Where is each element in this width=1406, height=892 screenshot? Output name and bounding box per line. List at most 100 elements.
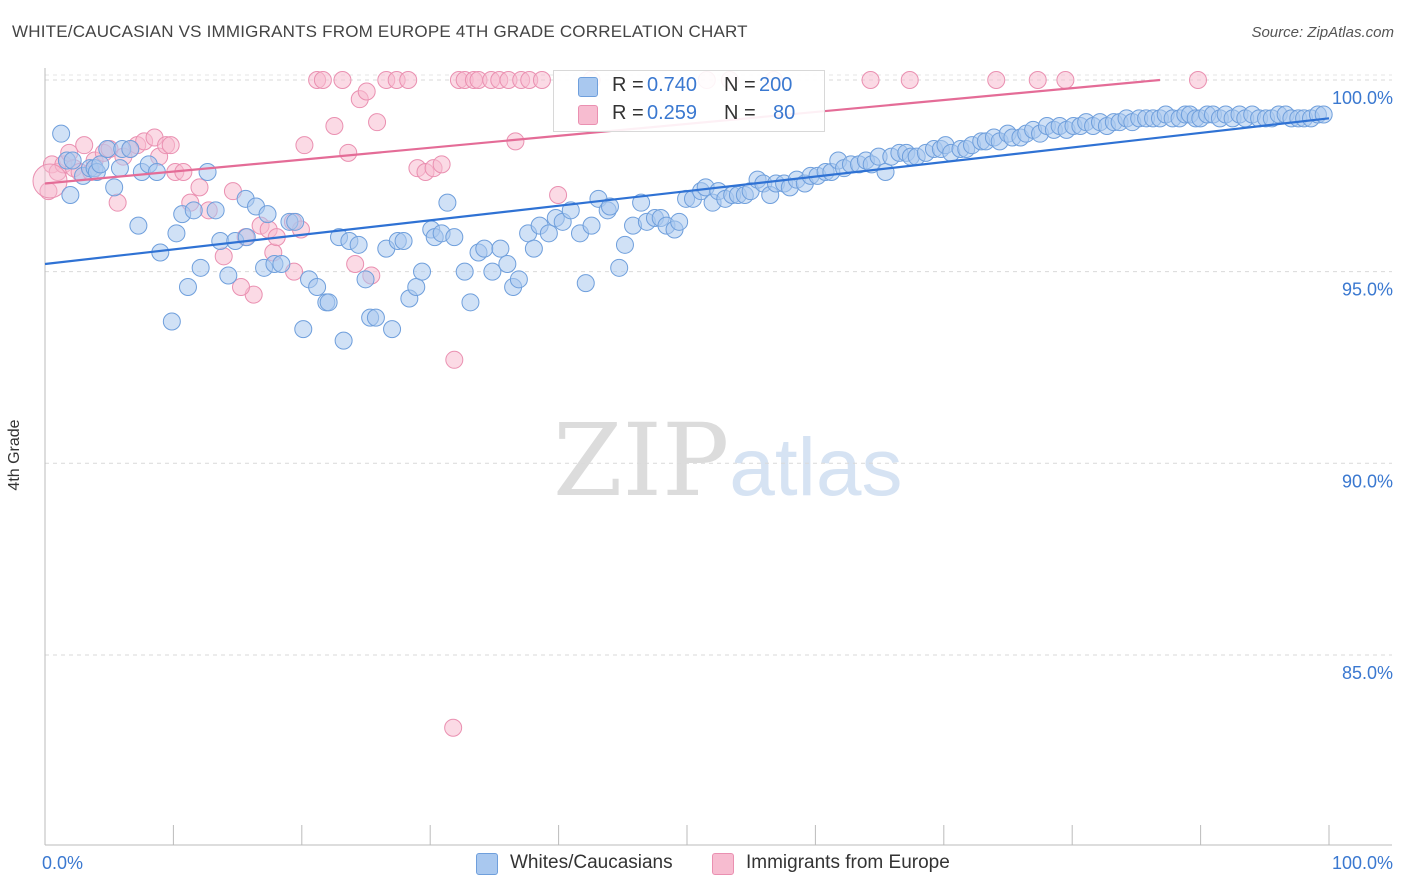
point-whites	[461, 293, 480, 312]
chart-source: Source: ZipAtlas.com	[1251, 24, 1394, 41]
point-whites	[129, 216, 148, 235]
point-whites	[632, 193, 651, 212]
point-whites	[475, 239, 494, 258]
point-whites	[366, 308, 385, 327]
r-value: 0.740	[647, 74, 698, 96]
y-tick-label: 90.0%	[1342, 471, 1393, 491]
stats-row-immigrants: R = 0.259 N = 80	[554, 101, 824, 129]
point-immigrants	[399, 71, 418, 89]
point-whites	[498, 254, 517, 273]
point-whites	[110, 159, 129, 178]
point-whites	[98, 139, 117, 158]
legend-label: Immigrants from Europe	[746, 852, 950, 873]
x-tick-label: 100.0%	[1332, 853, 1393, 873]
point-whites	[105, 178, 124, 197]
point-whites	[455, 262, 474, 281]
point-immigrants	[1056, 71, 1075, 89]
y-tick-label: 100.0%	[1332, 88, 1393, 108]
point-immigrants	[214, 247, 233, 266]
point-whites	[334, 331, 353, 350]
point-whites	[539, 224, 558, 243]
point-whites	[407, 277, 426, 296]
point-whites	[319, 293, 338, 312]
point-immigrants	[987, 71, 1006, 89]
point-immigrants	[346, 254, 365, 273]
chart-title: WHITE/CAUCASIAN VS IMMIGRANTS FROM EUROP…	[12, 22, 748, 41]
point-whites	[509, 270, 528, 289]
point-whites	[184, 201, 203, 220]
point-whites	[52, 124, 71, 143]
point-whites	[308, 277, 327, 296]
point-whites	[237, 228, 256, 247]
point-whites	[670, 212, 689, 231]
point-whites	[483, 262, 502, 281]
point-whites	[600, 197, 619, 216]
point-whites	[524, 239, 543, 258]
point-immigrants	[357, 82, 376, 101]
tick-labels: 100.0% 95.0% 90.0% 85.0% 0.0% 100.0%	[42, 88, 1393, 873]
point-whites	[349, 235, 368, 254]
point-whites	[491, 239, 510, 258]
point-whites	[206, 201, 225, 220]
point-whites	[272, 254, 291, 273]
grid-lines	[45, 74, 1392, 656]
point-immigrants	[1189, 71, 1207, 89]
point-whites	[286, 212, 305, 231]
n-label: N =	[724, 74, 756, 96]
point-whites	[178, 277, 197, 296]
n-label: N =	[724, 102, 756, 124]
point-whites	[445, 228, 464, 247]
series-whites-points	[52, 105, 1333, 350]
trend-line-whites	[44, 117, 1330, 266]
r-label: R =	[612, 102, 644, 124]
point-immigrants	[161, 136, 180, 155]
point-immigrants	[333, 71, 352, 89]
point-whites	[294, 320, 313, 339]
point-immigrants	[368, 113, 387, 132]
legend-swatch-pink	[712, 853, 734, 875]
point-whites	[561, 201, 580, 220]
point-whites	[610, 258, 629, 277]
point-immigrants	[532, 71, 551, 89]
n-value: 200	[759, 74, 793, 96]
point-immigrants	[313, 71, 332, 89]
point-whites	[191, 258, 210, 277]
point-immigrants	[549, 185, 568, 204]
n-value: 80	[773, 102, 796, 124]
point-whites	[576, 274, 595, 293]
point-whites	[413, 262, 432, 281]
point-immigrants	[432, 155, 451, 174]
point-whites	[394, 231, 413, 250]
point-whites	[876, 162, 895, 181]
point-whites	[91, 155, 110, 174]
point-immigrants	[325, 116, 344, 135]
x-tick-label: 0.0%	[42, 853, 83, 873]
point-whites	[61, 185, 80, 204]
point-whites	[219, 266, 238, 285]
point-whites	[383, 320, 402, 339]
r-value: 0.259	[647, 102, 698, 124]
point-immigrants	[295, 136, 314, 155]
y-tick-label: 95.0%	[1342, 280, 1393, 300]
point-whites	[162, 312, 181, 331]
point-whites	[258, 205, 277, 224]
stats-legend: R = 0.740 N = 200 R = 0.259 N = 80	[553, 70, 825, 132]
bottom-legend: Whites/Caucasians Immigrants from Europe	[0, 850, 1406, 880]
legend-label: Whites/Caucasians	[510, 852, 673, 873]
point-immigrants	[445, 350, 464, 369]
point-whites	[167, 224, 186, 243]
point-whites	[615, 235, 634, 254]
point-immigrants	[75, 136, 94, 155]
point-immigrants	[339, 143, 358, 162]
y-tick-label: 85.0%	[1342, 663, 1393, 683]
legend-swatch-blue	[578, 77, 598, 97]
point-whites	[198, 162, 217, 181]
point-immigrants	[108, 193, 127, 212]
point-immigrants	[232, 277, 251, 296]
point-immigrants	[1028, 71, 1047, 89]
point-whites	[582, 216, 601, 235]
legend-swatch-blue	[476, 853, 498, 875]
legend-swatch-pink	[578, 105, 598, 125]
r-label: R =	[612, 74, 644, 96]
